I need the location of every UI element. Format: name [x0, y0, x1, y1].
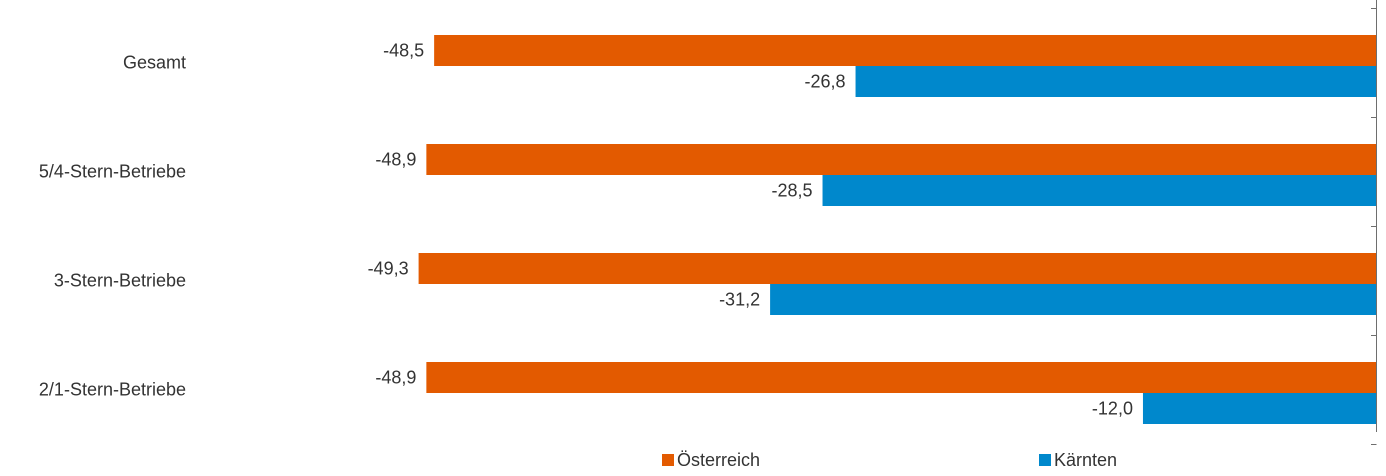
category-label-2-1-stern-betriebe: 2/1-Stern-Betriebe — [39, 380, 186, 400]
bar-oesterreich-gesamt — [434, 35, 1376, 66]
data-label-oesterreich-3-stern-betriebe: -49,3 — [368, 259, 409, 279]
bar-oesterreich-2-1-stern-betriebe — [426, 362, 1376, 393]
value-axis — [1371, 0, 1377, 445]
category-label-gesamt: Gesamt — [123, 53, 186, 73]
bars — [418, 35, 1376, 424]
legend: Österreich Kärnten — [662, 450, 1117, 470]
data-label-oesterreich-2-1-stern-betriebe: -48,9 — [375, 368, 416, 388]
data-label-kaernten-2-1-stern-betriebe: -12,0 — [1092, 399, 1133, 419]
category-label-3-stern-betriebe: 3-Stern-Betriebe — [54, 271, 186, 291]
legend-swatch-oesterreich — [662, 454, 674, 466]
bar-kaernten-3-stern-betriebe — [770, 284, 1376, 315]
bar-oesterreich-3-stern-betriebe — [418, 253, 1376, 284]
labels: Gesamt -48,5 -26,8 5/4-Stern-Betriebe -48,9 -… — [39, 41, 1133, 419]
legend-label-kaernten: Kärnten — [1054, 450, 1117, 470]
legend-label-oesterreich: Österreich — [677, 450, 760, 470]
data-label-kaernten-3-stern-betriebe: -31,2 — [719, 290, 760, 310]
legend-swatch-kaernten — [1039, 454, 1051, 466]
data-label-kaernten-5-4-stern-betriebe: -28,5 — [771, 181, 812, 201]
bar-kaernten-2-1-stern-betriebe — [1142, 393, 1376, 424]
bar-kaernten-5-4-stern-betriebe — [822, 175, 1376, 206]
category-label-5-4-stern-betriebe: 5/4-Stern-Betriebe — [39, 162, 186, 182]
bar-oesterreich-5-4-stern-betriebe — [426, 144, 1376, 175]
data-label-oesterreich-gesamt: -48,5 — [383, 41, 424, 61]
data-label-oesterreich-5-4-stern-betriebe: -48,9 — [375, 150, 416, 170]
bar-kaernten-gesamt — [855, 66, 1376, 97]
data-label-kaernten-gesamt: -26,8 — [805, 72, 846, 92]
